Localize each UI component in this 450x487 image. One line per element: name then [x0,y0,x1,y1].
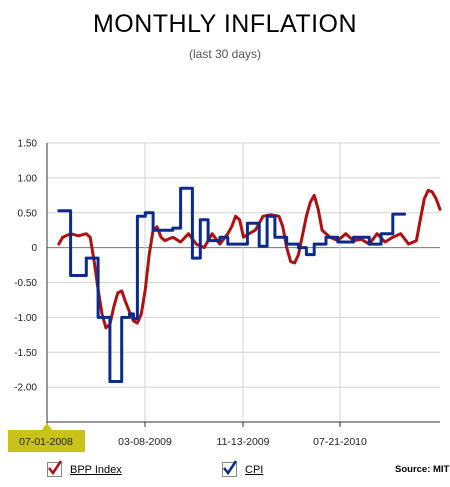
y-tick-label: 0 [31,243,37,254]
chart-grid [47,142,440,422]
x-tick-label: 11-13-2009 [217,436,270,448]
legend-item-bpp[interactable]: BPP Index [47,460,122,477]
y-tick-label: 0.50 [18,208,38,219]
y-tick-label: 1.50 [18,139,38,150]
source-label: Source: MIT [395,464,450,475]
x-tick-label: 07-21-2010 [313,436,367,448]
y-tick-label: -1.50 [14,348,37,359]
y-tick-label: -1.00 [14,313,37,324]
legend-label-cpi[interactable]: CPI [245,463,264,476]
x-tick-label: 07-01-2008 [19,436,73,448]
check-icon [223,460,238,476]
chart-title: MONTHLY INFLATION [92,10,358,38]
x-tick-highlight [8,430,85,452]
series-line-bpp [57,188,442,330]
chart-subtitle: (last 30 days) [188,47,262,61]
legend-label-bpp[interactable]: BPP Index [70,463,122,476]
series-line-cpi [57,186,407,383]
bpp-checkbox[interactable] [47,460,63,477]
legend-item-cpi[interactable]: CPI [222,460,264,477]
check-icon [48,460,63,476]
x-tick-label: 03-08-2009 [118,436,172,448]
x-axis-ticks: 07-01-2008 03-08-2009 11-13-2009 07-21-2010 [8,423,367,452]
y-tick-label: 1.00 [18,173,38,184]
y-tick-label: -2.00 [14,383,37,394]
chart-series [57,186,442,383]
y-tick-label: -0.50 [14,278,37,289]
cpi-checkbox[interactable] [222,460,238,477]
y-axis-ticks: 1.50 1.00 0.50 0 -0.50 -1.00 -1.50 -2.00 [14,139,37,394]
x-tick-highlight-pointer [42,423,52,430]
